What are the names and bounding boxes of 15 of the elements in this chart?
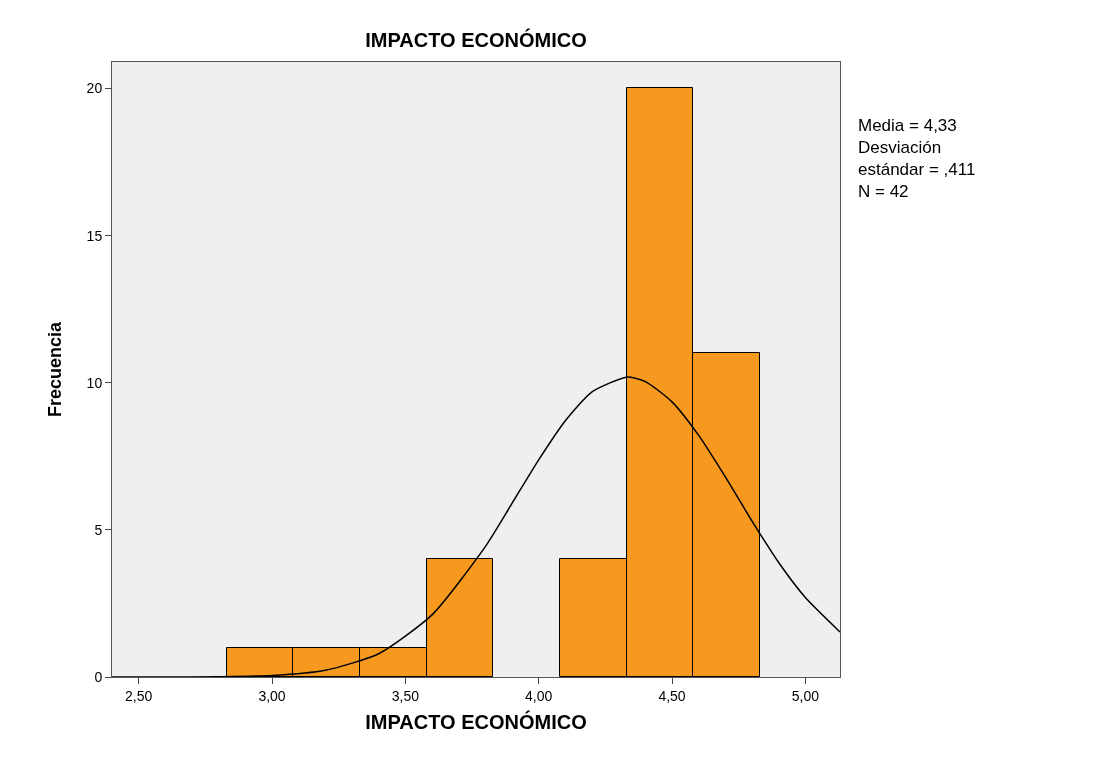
y-tick-label: 20 (86, 80, 103, 97)
y-tick-label: 10 (86, 374, 103, 391)
x-tick-label: 2,50 (125, 687, 153, 704)
text: Media = 4,33 Desviación estándar = ,411 N = 42 (858, 116, 976, 202)
x-axis-title: IMPACTO ECONÓMICO (365, 710, 587, 734)
x-tick-label: 3,50 (391, 687, 420, 704)
x-tick-label: 4,00 (525, 687, 553, 704)
y-tick-label: 0 (94, 668, 103, 685)
y-tick-label: 15 (86, 227, 103, 244)
x-tick-label: 4,50 (658, 687, 686, 704)
x-tick-label: 3,00 (258, 687, 286, 704)
y-axis-title: Frecuencia (44, 320, 65, 418)
chart-title: IMPACTO ECONÓMICO (365, 28, 587, 51)
x-tick-label: 5,00 (791, 687, 820, 704)
y-tick-label: 5 (94, 521, 103, 538)
